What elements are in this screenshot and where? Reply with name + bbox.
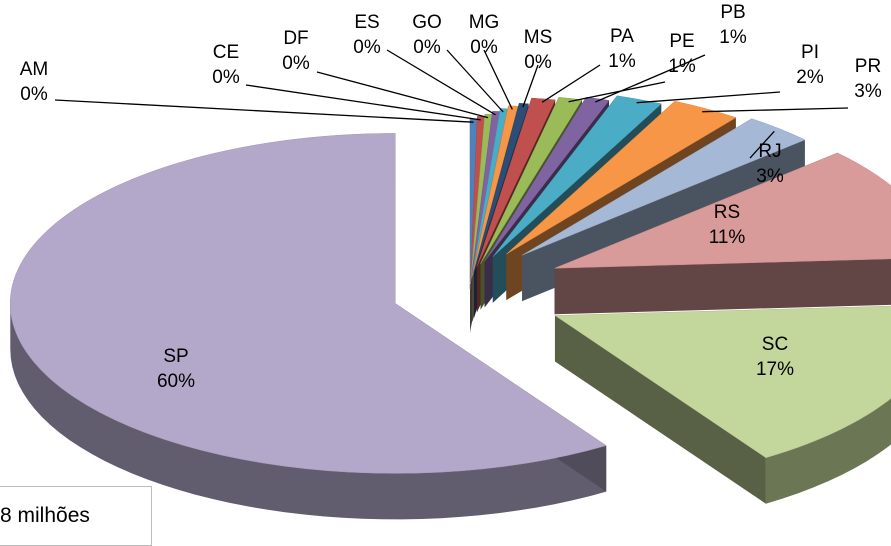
slice-percent-pa: 1%: [608, 51, 636, 72]
note-text: 8 milhões: [0, 504, 90, 528]
slice-percent-mg: 0%: [470, 37, 498, 58]
slice-label-mg: MG: [469, 12, 500, 33]
slice-label-sc: SC: [762, 334, 788, 355]
slice-percent-pe: 1%: [668, 56, 696, 77]
slice-label-ce: CE: [213, 42, 239, 63]
slice-label-rs: RS: [714, 202, 740, 223]
slice-percent-pr: 3%: [854, 81, 882, 102]
slice-percent-es: 0%: [353, 37, 381, 58]
slice-percent-rj: 3%: [756, 166, 784, 187]
slice-label-df: DF: [283, 28, 308, 49]
slice-percent-rs: 11%: [709, 227, 746, 248]
leader-ce: [246, 85, 481, 120]
slice-label-go: GO: [412, 12, 442, 33]
slice-label-pe: PE: [669, 31, 694, 52]
slice-percent-pb: 1%: [719, 27, 747, 48]
slice-percent-sp: 60%: [157, 371, 195, 392]
slice-percent-sc: 17%: [756, 359, 794, 380]
slice-percent-ce: 0%: [212, 67, 240, 88]
slice-percent-ms: 0%: [524, 52, 552, 73]
slice-label-pb: PB: [720, 2, 745, 23]
slice-label-es: ES: [354, 12, 379, 33]
slice-label-ms: MS: [524, 27, 553, 48]
slice-percent-go: 0%: [413, 37, 441, 58]
slice-percent-df: 0%: [282, 53, 310, 74]
slice-label-pa: PA: [610, 26, 634, 47]
slice-percent-pi: 2%: [796, 67, 824, 88]
leader-pr: [702, 108, 848, 112]
leader-mg: [484, 50, 512, 109]
slice-label-rj: RJ: [758, 141, 781, 162]
slice-label-am: AM: [20, 59, 49, 80]
slice-label-pr: PR: [855, 56, 881, 77]
slice-label-sp: SP: [163, 346, 188, 367]
slice-label-pi: PI: [801, 42, 819, 63]
leader-pi: [637, 92, 780, 103]
leader-am: [55, 100, 474, 122]
slice-percent-am: 0%: [20, 84, 48, 105]
